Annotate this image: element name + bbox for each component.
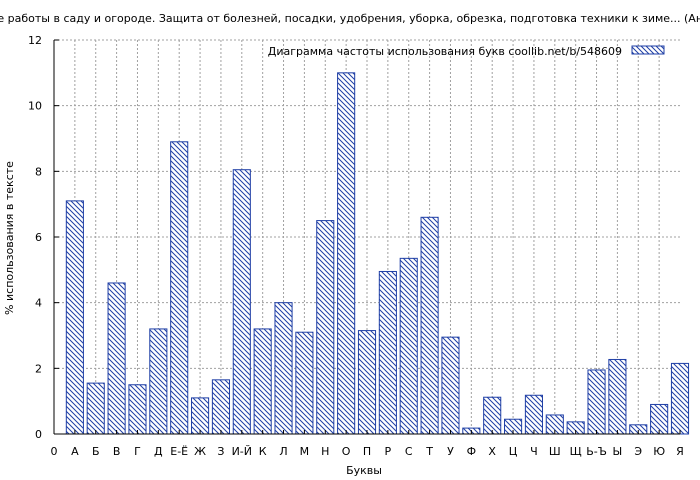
bar: [524, 394, 543, 435]
x-tick-label: Х: [488, 445, 496, 458]
bar: [378, 270, 397, 435]
legend-label: Диаграмма частоты использования букв coo…: [268, 45, 622, 58]
bar: [587, 369, 606, 435]
bar: [357, 330, 377, 435]
bar: [337, 72, 356, 435]
bar: [191, 397, 210, 435]
bar: [650, 403, 669, 435]
x-tick-label: А: [71, 445, 79, 458]
x-tick-label: Т: [425, 445, 433, 458]
x-tick-label: К: [259, 445, 267, 458]
x-tick-label: Ж: [194, 445, 206, 458]
y-axis-title: % использования в тексте: [3, 161, 16, 315]
bar: [107, 282, 126, 435]
x-tick-label: Г: [134, 445, 141, 458]
chart-title: ние работы в саду и огороде. Защита от б…: [0, 12, 700, 25]
bar: [483, 396, 502, 435]
y-tick-label: 6: [35, 231, 42, 244]
x-tick-label: Э: [634, 445, 642, 458]
bar: [316, 220, 335, 435]
y-tick-label: 10: [28, 100, 42, 113]
y-tick-label: 4: [35, 297, 42, 310]
bar: [170, 141, 189, 435]
x-tick-label: Ь-Ъ: [586, 445, 607, 458]
x-tick-label: Щ: [570, 445, 582, 458]
bar: [65, 200, 84, 435]
bar: [399, 257, 418, 435]
x-tick-label: Ю: [653, 445, 665, 458]
x-tick-label: Н: [321, 445, 329, 458]
bar: [128, 384, 147, 435]
x-tick-label: П: [363, 445, 371, 458]
x-tick-label: Ф: [467, 445, 476, 458]
x-tick-label: Е-Ё: [170, 445, 188, 458]
x-tick-label: Д: [154, 445, 163, 458]
x-tick-label: С: [405, 445, 413, 458]
legend-swatch: [631, 45, 665, 55]
bars-group: [65, 72, 690, 435]
bar: [441, 336, 460, 435]
x-tick-label: И-Й: [232, 445, 252, 458]
y-tick-label: 8: [35, 165, 42, 178]
x-tick-label: Ы: [613, 445, 623, 458]
bar: [295, 331, 314, 435]
x-tick-label: М: [300, 445, 310, 458]
x-tick-label: Б: [92, 445, 100, 458]
x-tick-label: Я: [676, 445, 684, 458]
x-tick-label: Ш: [549, 445, 561, 458]
y-tick-label: 2: [35, 362, 42, 375]
x-tick-label: 0: [51, 445, 58, 458]
x-tick-label: Л: [279, 445, 287, 458]
x-tick-label: У: [447, 445, 454, 458]
axes: [53, 39, 681, 435]
bar: [608, 358, 627, 435]
x-tick-label: Ч: [530, 445, 538, 458]
x-tick-label: Р: [385, 445, 392, 458]
bar: [211, 379, 230, 435]
bar: [253, 328, 272, 435]
bar: [420, 216, 439, 435]
x-tick-label: О: [342, 445, 351, 458]
bar: [274, 302, 293, 435]
bar: [86, 382, 105, 435]
bar: [232, 169, 251, 435]
y-tick-label: 0: [35, 428, 42, 441]
x-tick-label: З: [217, 445, 224, 458]
x-axis-title: Буквы: [346, 464, 382, 477]
bar: [670, 362, 690, 435]
x-tick-label: В: [113, 445, 121, 458]
y-tick-labels: 0 2 4 6 8 10 12: [28, 34, 42, 441]
x-tick-labels: 0 А Б В Г Д Е-Ё Ж З И-Й К Л М Н О П Р С Т У Ф Х Ц Ч Ш Щ Ь-Ъ Ы Э Ю Я: [51, 445, 684, 458]
legend: Диаграмма частоты использования букв coo…: [268, 45, 665, 58]
bar: [149, 328, 168, 435]
y-tick-label: 12: [28, 34, 42, 47]
x-tick-label: Ц: [509, 445, 518, 458]
